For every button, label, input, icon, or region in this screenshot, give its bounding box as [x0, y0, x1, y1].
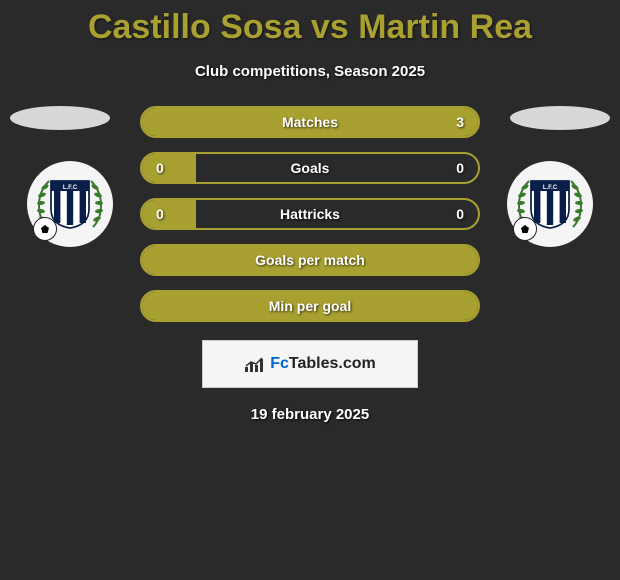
- brand-text: FcTables.com: [270, 355, 376, 373]
- stat-left-value: 0: [156, 160, 164, 176]
- stat-right-value: 0: [456, 160, 464, 176]
- stat-label: Min per goal: [269, 298, 351, 314]
- stat-left-value: 0: [156, 206, 164, 222]
- chart-icon: [244, 355, 266, 373]
- svg-text:L.F.C: L.F.C: [63, 185, 78, 191]
- stat-row: 0 Goals 0: [140, 152, 480, 184]
- stat-label: Hattricks: [280, 206, 340, 222]
- stat-row: 0 Hattricks 0: [140, 198, 480, 230]
- brand-prefix: Fc: [270, 355, 289, 372]
- stats-list: Matches 3 0 Goals 0 0 Hattricks 0 Goals per matc…: [140, 106, 480, 322]
- page-title: Castillo Sosa vs Martin Rea: [0, 0, 620, 47]
- stat-row: Matches 3: [140, 106, 480, 138]
- brand-badge: FcTables.com: [202, 340, 418, 388]
- shield-icon: L.F.C: [529, 179, 571, 229]
- shield-icon: L.F.C: [49, 179, 91, 229]
- stat-right-value: 0: [456, 206, 464, 222]
- date-text: 19 february 2025: [0, 406, 620, 423]
- stat-label: Goals per match: [255, 252, 365, 268]
- stat-row: Goals per match: [140, 244, 480, 276]
- stat-label: Matches: [282, 114, 338, 130]
- player-right-silhouette: [510, 106, 610, 130]
- club-badge-left: L.F.C: [27, 161, 113, 247]
- ball-icon: [33, 217, 57, 241]
- stat-right-value: 3: [456, 114, 464, 130]
- brand-suffix: Tables.com: [289, 355, 376, 372]
- subtitle: Club competitions, Season 2025: [0, 63, 620, 80]
- svg-text:L.F.C: L.F.C: [543, 185, 558, 191]
- ball-icon: [513, 217, 537, 241]
- stat-label: Goals: [291, 160, 330, 176]
- club-badge-right: L.F.C: [507, 161, 593, 247]
- player-left-silhouette: [10, 106, 110, 130]
- comparison-area: L.F.C L.F.C Matches 3 0 Goals 0 0 Hattricks 0 Go…: [0, 106, 620, 322]
- stat-row: Min per goal: [140, 290, 480, 322]
